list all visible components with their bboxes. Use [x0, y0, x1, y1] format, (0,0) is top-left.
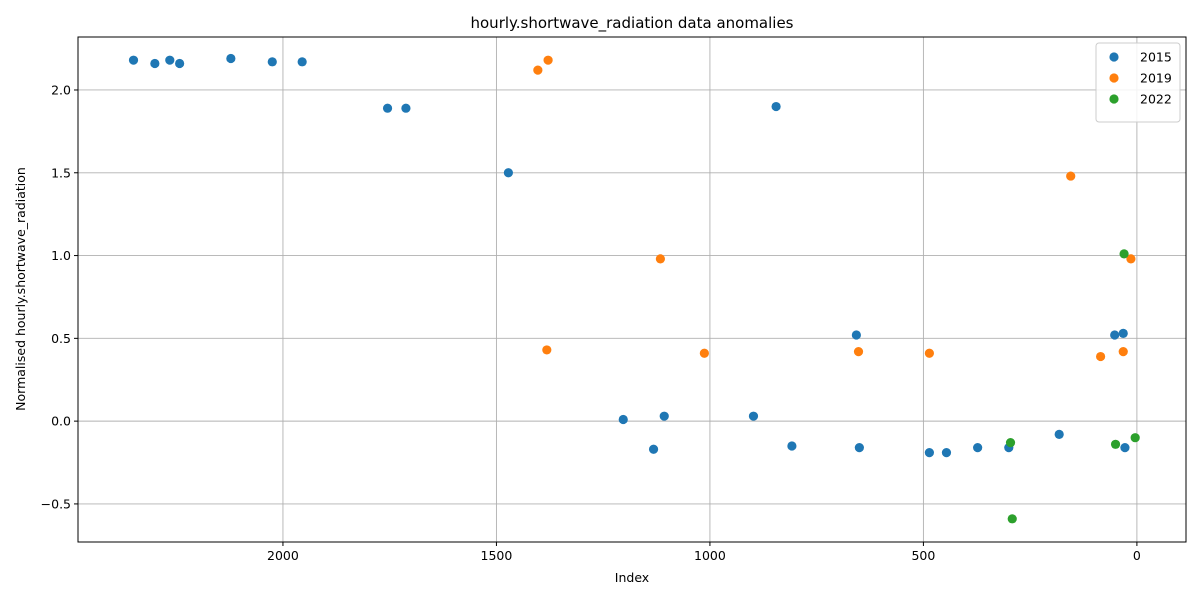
- grid-lines: [78, 37, 1186, 542]
- point-2022: [1110, 439, 1121, 449]
- x-axis-ticks: 0 500 1000 1500 2000: [267, 542, 1141, 563]
- point-2019: [1066, 171, 1076, 181]
- point-2019: [655, 254, 665, 264]
- point-2022: [1119, 249, 1129, 259]
- point-2015: [924, 447, 934, 458]
- point-2019: [853, 346, 864, 357]
- x-axis-label: Index: [615, 570, 649, 585]
- x-tick-label: 2000: [267, 548, 299, 563]
- point-2015: [941, 447, 952, 458]
- y-axis-ticks: −0.5 0.0 0.5 1.0 1.5 2.0: [41, 82, 78, 511]
- x-tick-label: 1500: [481, 548, 513, 563]
- point-2015: [748, 411, 759, 421]
- point-2015: [175, 58, 185, 69]
- x-tick-label: 1000: [694, 548, 726, 563]
- legend-marker-2022: [1109, 94, 1119, 104]
- point-2015: [165, 55, 175, 65]
- point-2019: [1126, 254, 1136, 264]
- x-tick-label: 500: [911, 548, 935, 563]
- y-axis-label: Normalised hourly.shortwave_radiation: [13, 167, 28, 411]
- point-2015: [771, 101, 781, 112]
- point-2015: [659, 411, 669, 421]
- plot-frame: [77, 36, 1187, 543]
- y-tick-label: 2.0: [51, 82, 71, 97]
- point-2015: [226, 53, 236, 64]
- legend-label-2022: 2022: [1140, 92, 1172, 107]
- point-2015: [618, 414, 628, 425]
- y-tick-label: 0.0: [51, 414, 71, 429]
- point-2015: [851, 330, 861, 340]
- point-2022: [1007, 514, 1017, 524]
- y-tick-label: 1.0: [51, 248, 71, 263]
- legend-marker-2019: [1109, 73, 1119, 83]
- point-2022: [1005, 438, 1016, 448]
- point-2019: [1096, 351, 1106, 362]
- y-tick-label: 1.5: [51, 165, 71, 180]
- point-2019: [542, 345, 552, 355]
- point-2019: [543, 55, 553, 65]
- point-2019: [1118, 346, 1128, 357]
- point-2015: [854, 443, 864, 453]
- point-2015: [1054, 429, 1064, 439]
- point-2015: [648, 444, 659, 454]
- point-2015: [1118, 328, 1128, 338]
- point-2015: [1120, 443, 1130, 453]
- point-2015: [297, 57, 307, 67]
- legend-marker-2015: [1109, 52, 1119, 62]
- point-2015: [267, 57, 277, 67]
- y-tick-label: 0.5: [51, 331, 71, 346]
- x-tick-label: 0: [1133, 548, 1141, 563]
- point-2015: [973, 443, 983, 453]
- point-2022: [1130, 433, 1140, 443]
- point-2015: [382, 103, 393, 113]
- legend-label-2019: 2019: [1140, 71, 1172, 86]
- point-2015: [1110, 330, 1120, 340]
- point-2015: [401, 103, 411, 113]
- legend: 2015 2019 2022: [1095, 42, 1181, 123]
- point-2015: [503, 168, 513, 178]
- point-2015: [150, 58, 160, 69]
- data-points: [128, 53, 1140, 524]
- legend-label-2015: 2015: [1140, 50, 1172, 65]
- point-2019: [924, 348, 934, 358]
- chart-title: hourly.shortwave_radiation data anomalie…: [471, 14, 794, 33]
- point-2015: [787, 441, 797, 451]
- point-2019: [699, 348, 709, 358]
- point-2019: [533, 65, 543, 75]
- y-tick-label: −0.5: [41, 496, 71, 511]
- point-2015: [128, 55, 139, 65]
